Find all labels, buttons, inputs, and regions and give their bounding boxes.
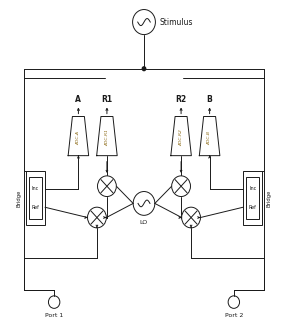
Circle shape (142, 67, 146, 70)
Text: ADC-R1: ADC-R1 (105, 129, 109, 146)
Text: B: B (207, 95, 213, 104)
Text: Bridge: Bridge (16, 189, 21, 207)
Text: Port 1: Port 1 (45, 313, 63, 318)
Circle shape (98, 176, 116, 197)
Text: A: A (75, 95, 81, 104)
Text: R1: R1 (101, 95, 113, 104)
Text: Inc: Inc (249, 186, 256, 191)
Bar (29, 177, 41, 219)
Circle shape (88, 207, 106, 228)
Bar (26, 171, 45, 225)
Text: Stimulus: Stimulus (160, 18, 193, 26)
Text: Ref: Ref (31, 205, 39, 210)
Circle shape (182, 207, 200, 228)
Text: ADC-R2: ADC-R2 (179, 129, 183, 146)
Polygon shape (199, 116, 220, 156)
Text: R2: R2 (175, 95, 187, 104)
Polygon shape (171, 116, 191, 156)
Text: Ref: Ref (249, 205, 257, 210)
Polygon shape (97, 116, 117, 156)
Circle shape (172, 176, 190, 197)
Text: Port 2: Port 2 (225, 313, 243, 318)
Text: ADC-B: ADC-B (208, 131, 212, 145)
Polygon shape (68, 116, 89, 156)
Text: Inc: Inc (32, 186, 39, 191)
Text: Bridge: Bridge (267, 189, 272, 207)
Bar (243, 171, 262, 225)
Text: LO: LO (140, 220, 148, 225)
Bar (247, 177, 259, 219)
Text: ADC-A: ADC-A (76, 131, 80, 145)
